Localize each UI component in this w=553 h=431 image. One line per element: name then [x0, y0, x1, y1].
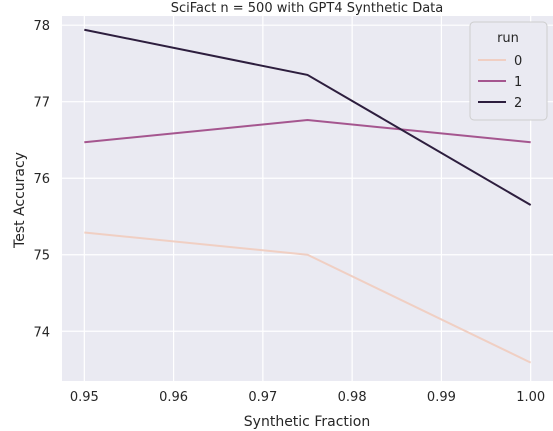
y-axis-label: Test Accuracy	[12, 152, 28, 249]
legend-label-2: 2	[514, 96, 522, 111]
y-tick-label: 78	[33, 19, 50, 34]
series-line-0	[84, 231, 532, 364]
legend-box	[469, 21, 548, 121]
legend-label-1: 1	[514, 75, 522, 90]
y-tick-label: 76	[33, 172, 50, 187]
x-tick-labels: 0.95 0.96 0.97 0.98 0.99 1.00	[70, 390, 545, 405]
series-lines	[84, 28, 532, 364]
y-tick-label: 74	[33, 325, 50, 340]
x-tick-label: 1.00	[516, 390, 545, 405]
legend-label-0: 0	[514, 54, 522, 69]
legend-title: run	[497, 31, 519, 46]
x-tick-label: 0.99	[427, 390, 456, 405]
x-tick-label: 0.97	[248, 390, 277, 405]
series-line-1	[84, 119, 531, 144]
series-line-2	[84, 28, 532, 206]
x-tick-label: 0.98	[338, 390, 367, 405]
x-tick-label: 0.95	[70, 390, 99, 405]
y-tick-label: 75	[33, 249, 50, 264]
chart-title: SciFact n = 500 with GPT4 Synthetic Data	[171, 1, 444, 16]
x-tick-label: 0.96	[159, 390, 188, 405]
y-tick-labels: 74 75 76 77 78	[33, 19, 50, 340]
y-tick-label: 77	[33, 96, 50, 111]
legend: run 0 1 2	[469, 21, 548, 121]
x-axis-label: Synthetic Fraction	[244, 414, 370, 430]
